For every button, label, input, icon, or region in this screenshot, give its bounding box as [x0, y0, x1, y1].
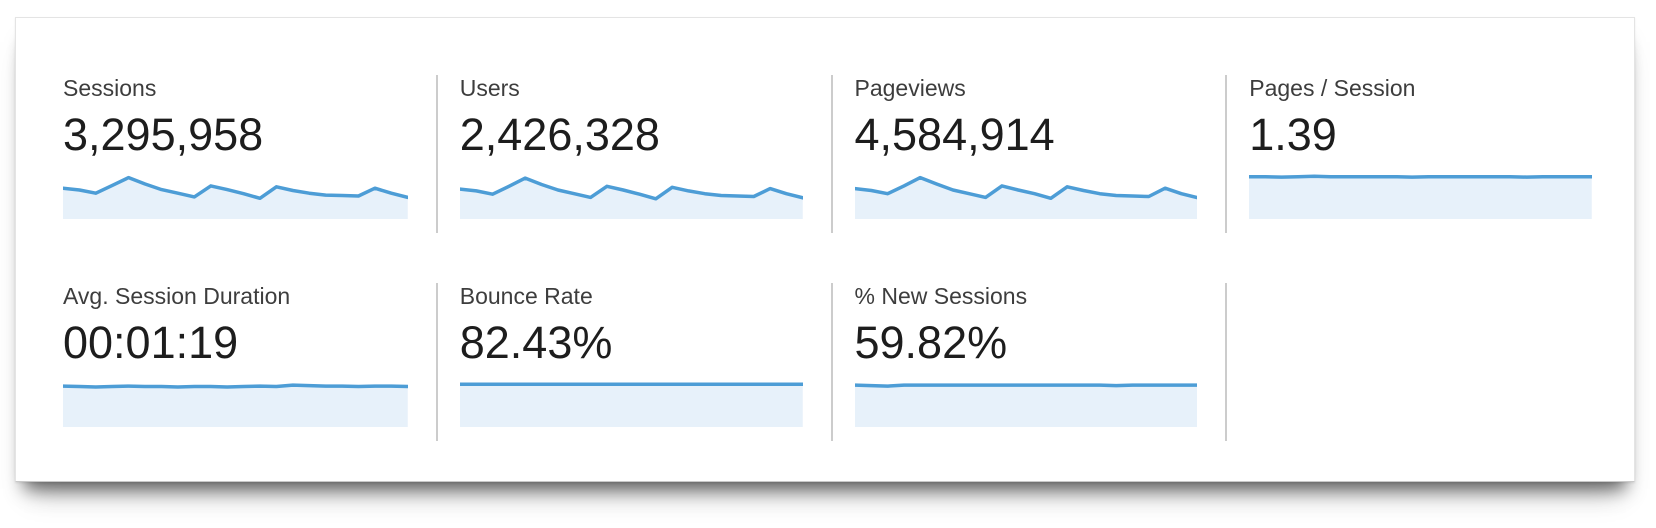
bounce-rate-sparkline-chart: [459, 381, 803, 427]
metric-value: 4,584,914: [854, 109, 1055, 160]
empty-cell: [1225, 283, 1620, 441]
metric-label: Sessions: [63, 75, 157, 101]
pages-per-session-sparkline-chart: [1249, 173, 1592, 219]
metric-value: 2,426,328: [459, 109, 660, 160]
pageviews-sparkline-chart: [854, 173, 1198, 219]
metric-label: Avg. Session Duration: [63, 283, 291, 309]
metric-label: Bounce Rate: [459, 283, 593, 309]
metrics-card: Sessions 3,295,958 Users 2,426,328 Pagev…: [15, 17, 1635, 482]
metric-pageviews: Pageviews 4,584,914: [830, 75, 1226, 233]
metrics-grid: Sessions 3,295,958 Users 2,426,328 Pagev…: [41, 75, 1620, 441]
avg-session-duration-sparkline-chart: [63, 381, 408, 427]
users-sparkline-chart: [459, 173, 803, 219]
sessions-sparkline-chart: [63, 173, 408, 219]
metric-value: 00:01:19: [63, 317, 239, 368]
metric-label: % New Sessions: [854, 283, 1028, 309]
metric-label: Pageviews: [854, 75, 966, 101]
metric-value: 1.39: [1249, 109, 1337, 160]
metric-value: 3,295,958: [63, 109, 264, 160]
metric-percent-new-sessions: % New Sessions 59.82%: [830, 283, 1226, 441]
metric-value: 82.43%: [459, 317, 613, 368]
metric-label: Users: [459, 75, 520, 101]
metric-label: Pages / Session: [1249, 75, 1416, 101]
metric-sessions: Sessions 3,295,958: [41, 75, 436, 233]
metric-users: Users 2,426,328: [435, 75, 831, 233]
percent-new-sessions-sparkline-chart: [854, 381, 1198, 427]
metric-value: 59.82%: [854, 317, 1008, 368]
metric-bounce-rate: Bounce Rate 82.43%: [435, 283, 831, 441]
metric-avg-session-duration: Avg. Session Duration 00:01:19: [41, 283, 436, 441]
metric-pages-per-session: Pages / Session 1.39: [1225, 75, 1620, 233]
